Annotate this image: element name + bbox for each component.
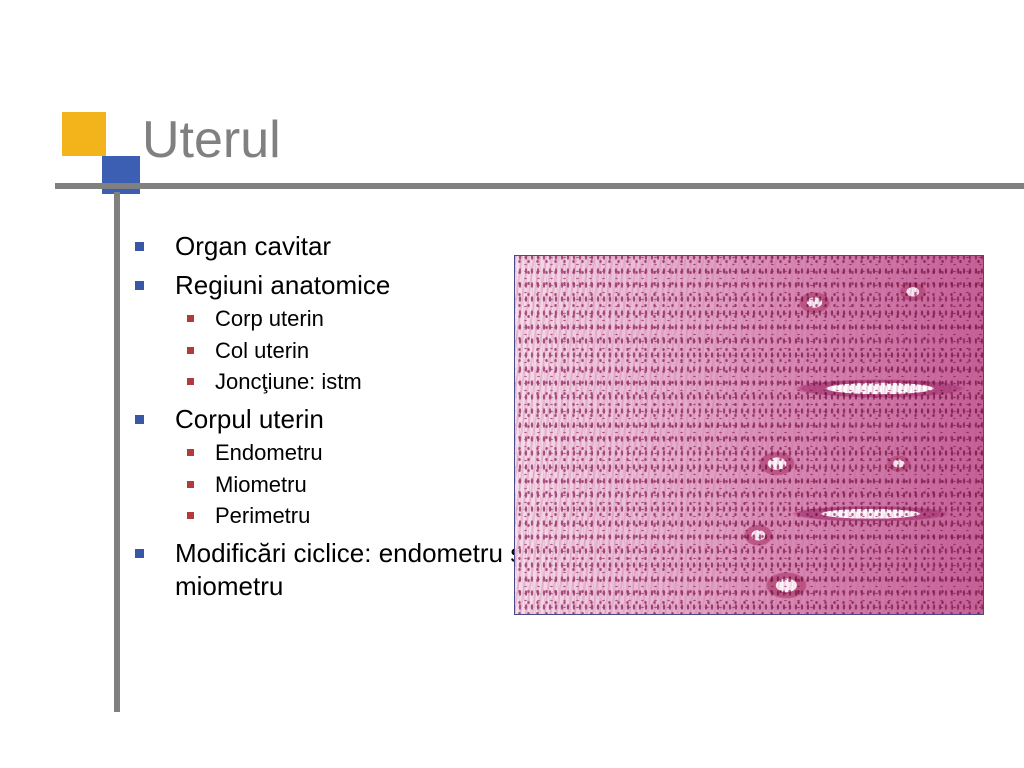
bullet-text: Col uterin [215, 338, 309, 363]
histology-texture [515, 256, 983, 614]
bullet-text: Miometru [215, 472, 307, 497]
slide-title: Uterul [142, 110, 281, 170]
histology-image [514, 255, 984, 615]
decor-gold-square [62, 112, 106, 156]
decor-vertical-bar [114, 192, 120, 712]
bullet-text: Corp uterin [215, 306, 324, 331]
bullet-text: Corpul uterin [175, 404, 324, 434]
bullet-text: Organ cavitar [175, 231, 331, 261]
bullet-level1: Corpul uterin Endometru Miometru Perimetru [135, 403, 535, 531]
bullet-level1: Modificări ciclice: endometru şi miometr… [135, 537, 535, 602]
bullet-level2: Col uterin [175, 337, 535, 366]
bullet-level2: Joncţiune: istm [175, 368, 535, 397]
bullet-level2: Perimetru [175, 502, 535, 531]
bullet-level1: Organ cavitar [135, 230, 535, 263]
bullet-text: Perimetru [215, 503, 310, 528]
bullet-content: Organ cavitar Regiuni anatomice Corp uteri… [135, 230, 535, 608]
bullet-text: Joncţiune: istm [215, 369, 362, 394]
bullet-text: Regiuni anatomice [175, 270, 390, 300]
bullet-text: Modificări ciclice: endometru şi miometr… [175, 538, 529, 601]
bullet-level2: Corp uterin [175, 305, 535, 334]
bullet-text: Endometru [215, 440, 323, 465]
slide: Uterul Organ cavitar Regiuni anatomice Cor… [0, 0, 1024, 768]
bullet-level1: Regiuni anatomice Corp uterin Col uterin Jo… [135, 269, 535, 397]
bullet-level2: Endometru [175, 439, 535, 468]
decor-horizontal-bar [55, 183, 1024, 189]
bullet-level2: Miometru [175, 471, 535, 500]
